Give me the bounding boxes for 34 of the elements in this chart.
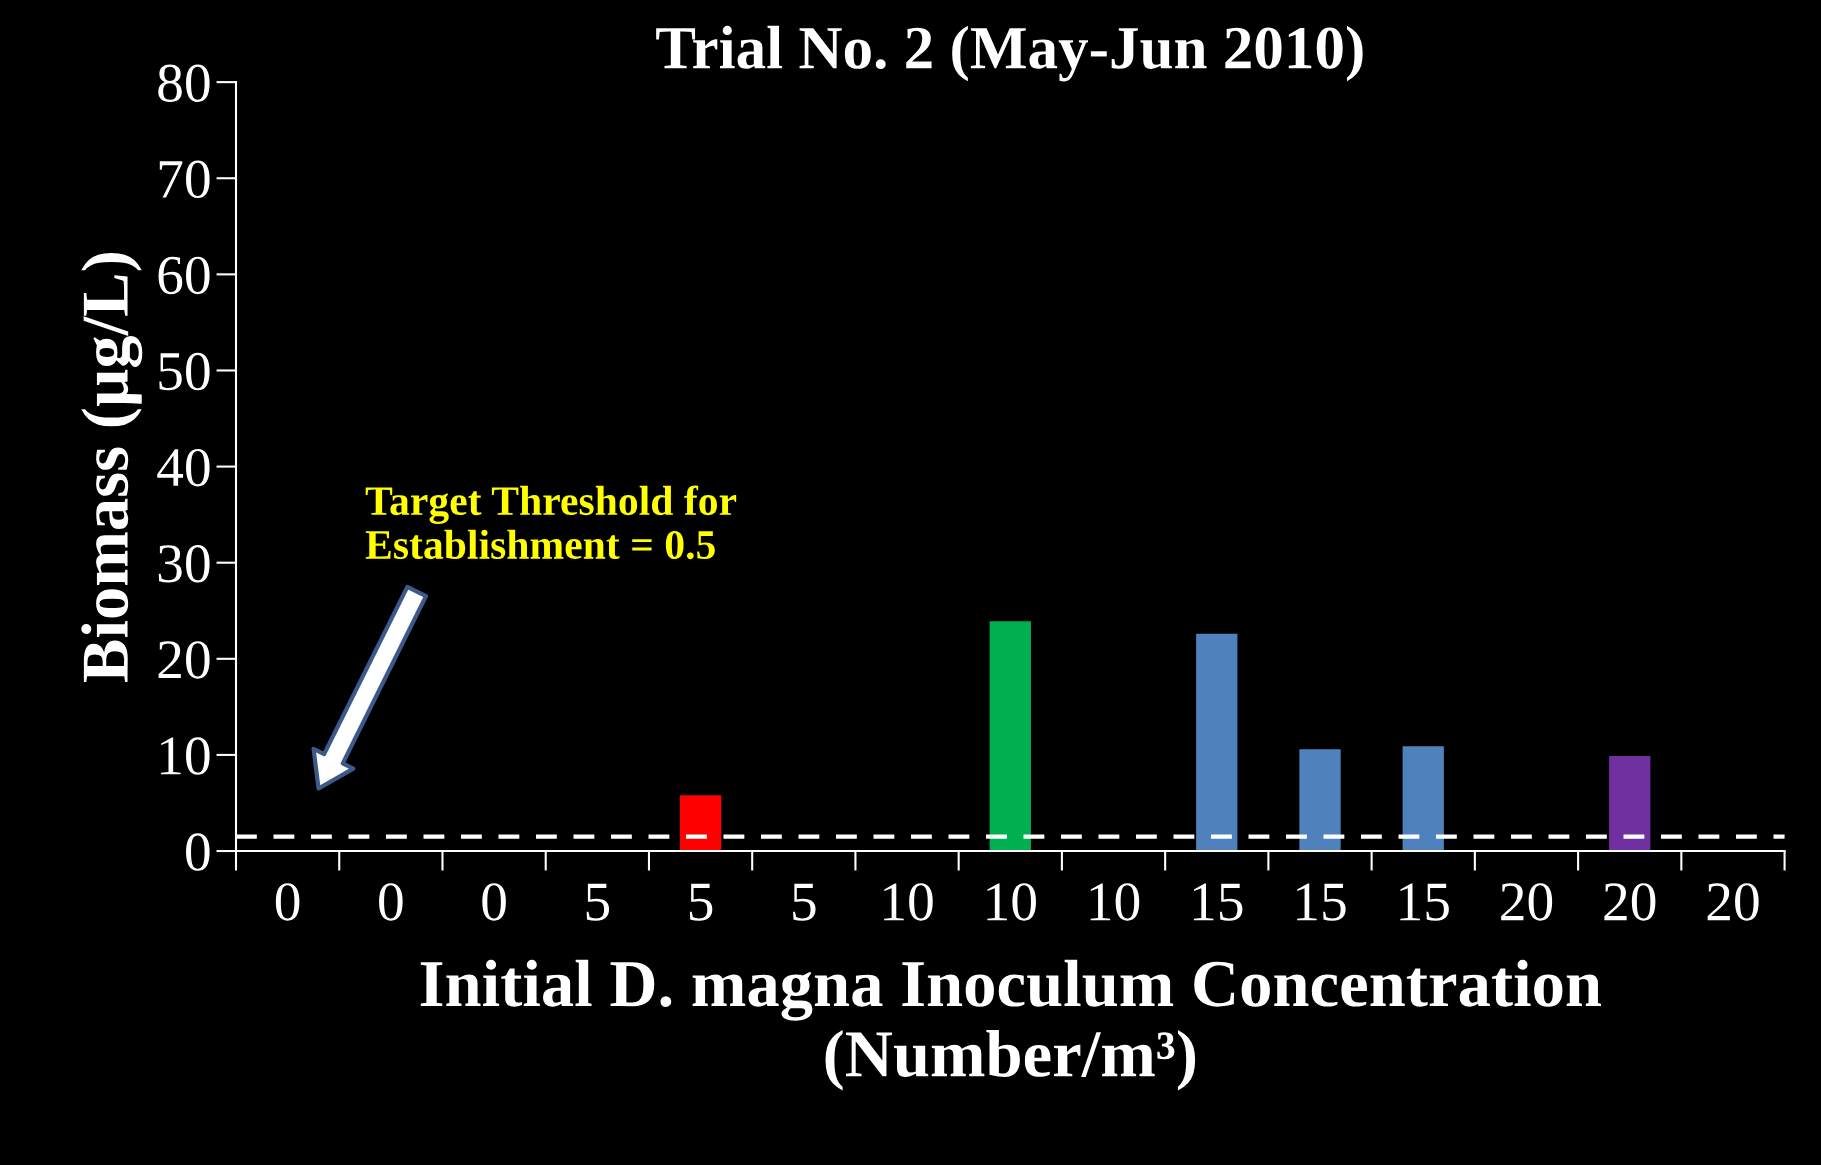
chart-title: Trial No. 2 (May-Jun 2010) — [656, 25, 1363, 82]
x-tick-label: 20 — [1707, 883, 1759, 921]
y-tick-label: 50 — [159, 352, 210, 391]
bar — [1402, 746, 1444, 852]
x-tick-label: 5 — [689, 883, 713, 921]
bar — [1609, 755, 1651, 852]
x-tick-label: 10 — [1090, 883, 1140, 921]
bar — [989, 621, 1031, 852]
y-tick-label: 70 — [159, 160, 210, 199]
x-tick-label: 0 — [482, 883, 506, 921]
bar — [1299, 749, 1341, 852]
y-tick-label: 0 — [186, 833, 210, 871]
x-tick-label: 10 — [884, 883, 933, 921]
x-tick-label: 15 — [1400, 883, 1449, 921]
x-tick-label: 5 — [793, 883, 816, 921]
x-tick-label: 15 — [1297, 883, 1346, 921]
y-tick-label: 60 — [158, 256, 210, 295]
y-tick-label: 20 — [158, 641, 210, 679]
x-axis-title: Initial D. magna Inoculum Concentration (Number/m³) — [420, 959, 1602, 1091]
x-tick-label: 20 — [1501, 883, 1553, 921]
y-axis-title: Biomass (µg/L) — [81, 253, 143, 682]
y-tick-label: 30 — [158, 545, 210, 583]
x-tick-label: 5 — [586, 883, 610, 921]
bar — [679, 795, 722, 852]
y-tick-label: 10 — [161, 737, 210, 775]
x-tick-label: 0 — [275, 883, 300, 921]
x-tick-label: 20 — [1604, 883, 1656, 921]
x-tick-label: 10 — [987, 883, 1036, 921]
y-tick-label: 40 — [157, 448, 210, 487]
bar — [1196, 633, 1238, 852]
y-tick-label: 80 — [158, 64, 210, 102]
x-tick-label: 15 — [1193, 883, 1243, 921]
annotation: Target Threshold for Establishment = 0.5 — [365, 485, 737, 560]
x-tick-label: 0 — [379, 883, 403, 921]
